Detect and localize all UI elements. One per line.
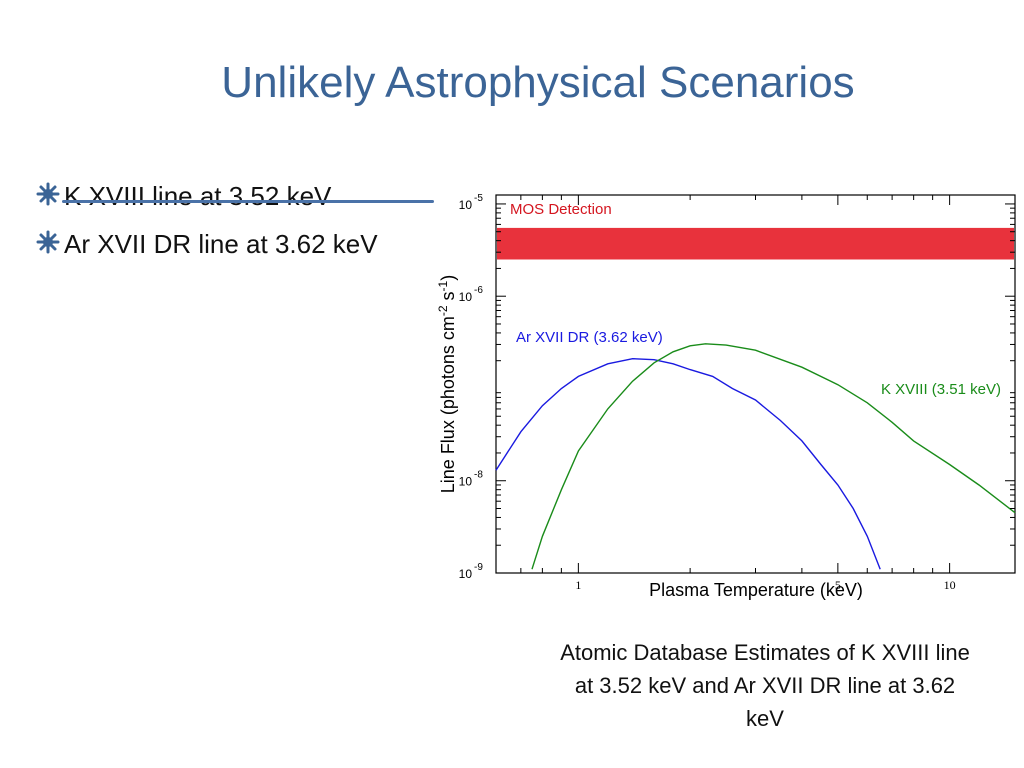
y-tick-label: 10	[459, 567, 473, 581]
mos-detection-band	[497, 227, 1014, 260]
y-tick-exponent: -5	[474, 193, 483, 204]
series-line-0	[495, 357, 881, 570]
strikethrough-line	[62, 200, 434, 203]
bullet-text: Ar XVII DR line at 3.62 keV	[64, 229, 378, 259]
y-tick-exponent: -8	[474, 470, 483, 481]
x-tick-label: 1	[575, 578, 581, 592]
x-tick-label: 10	[944, 578, 956, 592]
mos-detection-label: MOS Detection	[510, 201, 612, 218]
x-axis-label: Plasma Temperature (keV)	[649, 580, 863, 600]
y-tick-exponent: -9	[474, 562, 483, 573]
y-tick-label: 10	[459, 198, 473, 212]
bullet-text: K XVIII line at 3.52 keV	[64, 181, 332, 211]
y-tick-label: 10	[459, 290, 473, 304]
series-label-0: Ar XVII DR (3.62 keV)	[516, 329, 663, 346]
chart-caption: Atomic Database Estimates of K XVIII lin…	[560, 640, 970, 731]
slide-title: Unlikely Astrophysical Scenarios	[221, 58, 855, 107]
y-axis-label: Line Flux (photons cm-2 s-1)	[436, 275, 458, 493]
x-tick-label: 5	[835, 578, 841, 592]
series-label-1: K XVIII (3.51 keV)	[881, 381, 1001, 398]
starburst-bullet-icon	[36, 182, 60, 206]
y-tick-label: 10	[459, 475, 473, 489]
series-line-1	[531, 343, 1016, 570]
starburst-bullet-icon	[36, 230, 60, 254]
y-tick-exponent: -6	[474, 285, 483, 296]
